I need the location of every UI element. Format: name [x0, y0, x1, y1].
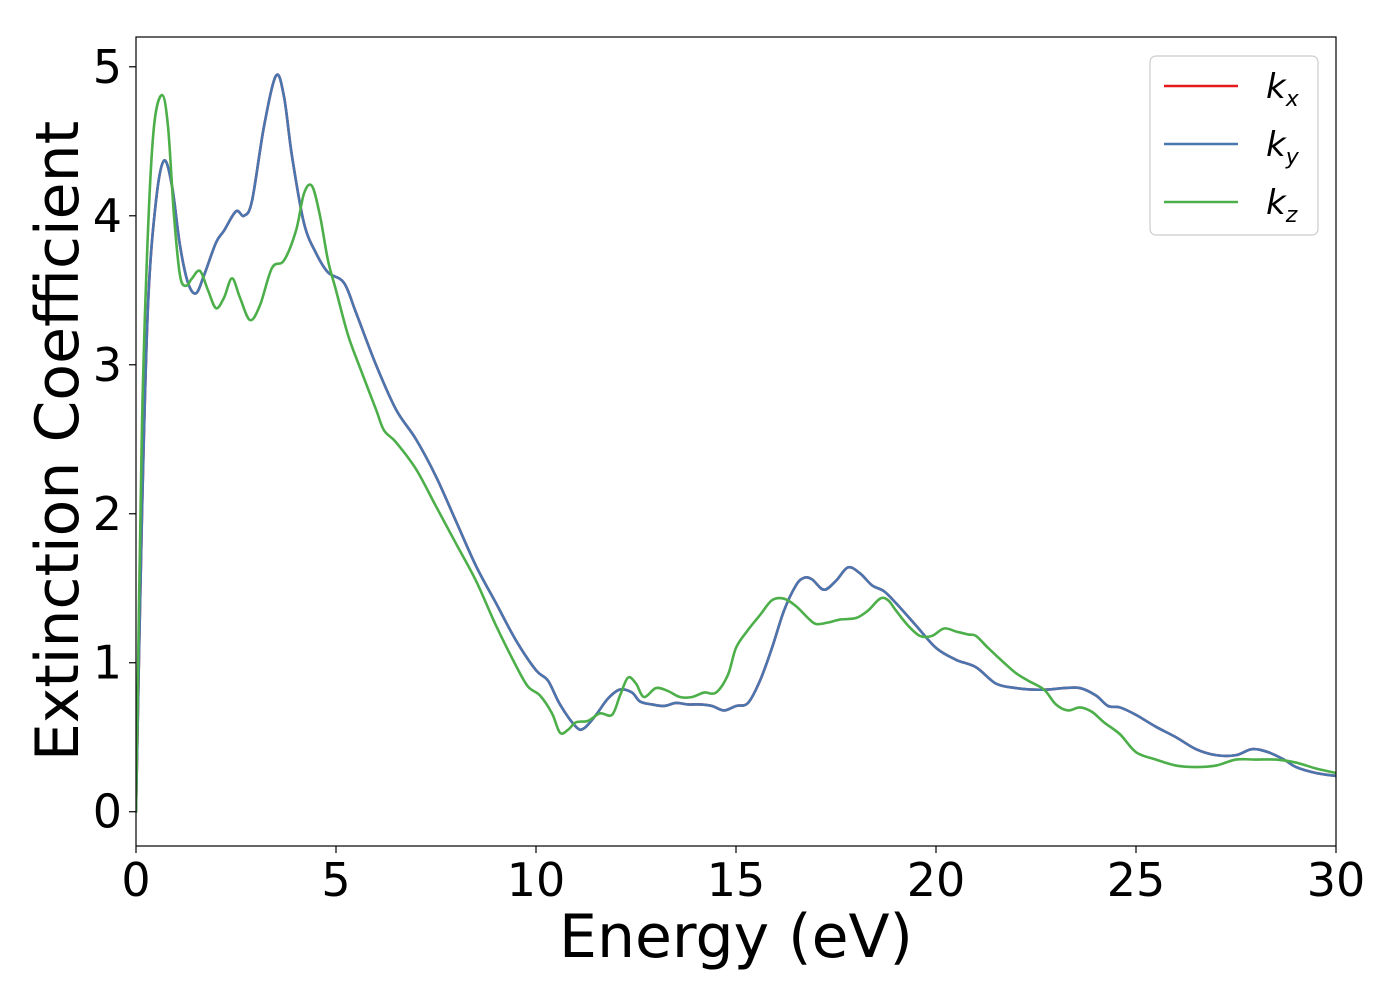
y-tick-label: 4 [93, 189, 122, 243]
legend-label-ky: ky [1266, 125, 1300, 170]
x-tick-label: 30 [1307, 853, 1366, 907]
legend-label-subscript: x [1285, 87, 1300, 112]
legend-label-base: k [1266, 125, 1287, 165]
y-tick-label: 3 [93, 338, 122, 392]
legend-label-base: k [1266, 67, 1287, 107]
y-tick-label: 2 [93, 487, 122, 541]
series-layer [136, 73, 1336, 814]
legend-label-kx: kx [1266, 67, 1300, 112]
y-tick-label: 5 [93, 40, 122, 94]
legend-label-subscript: z [1285, 203, 1298, 228]
legend-label-kz: kz [1266, 183, 1298, 228]
legend-label-subscript: y [1285, 145, 1300, 170]
x-tick-label: 15 [707, 853, 766, 907]
x-tick-label: 25 [1107, 853, 1166, 907]
x-axis-title: Energy (eV) [559, 902, 913, 972]
series-line-kz [136, 93, 1336, 814]
y-tick-label: 0 [93, 785, 122, 839]
series-line-ky [136, 73, 1336, 814]
x-tick-label: 10 [507, 853, 566, 907]
y-axis-ticks: 0 1 2 3 4 5 [93, 40, 136, 839]
legend-label-base: k [1266, 183, 1287, 223]
plot-area-frame [135, 36, 1337, 847]
x-axis-ticks: 0 5 10 15 20 25 30 [121, 846, 1365, 907]
x-tick-label: 5 [321, 853, 350, 907]
x-tick-label: 0 [121, 853, 150, 907]
x-tick-label: 20 [907, 853, 966, 907]
y-axis-title: Extinction Coefficient [23, 121, 93, 761]
y-tick-label: 1 [93, 636, 122, 690]
legend-box [1149, 55, 1319, 236]
